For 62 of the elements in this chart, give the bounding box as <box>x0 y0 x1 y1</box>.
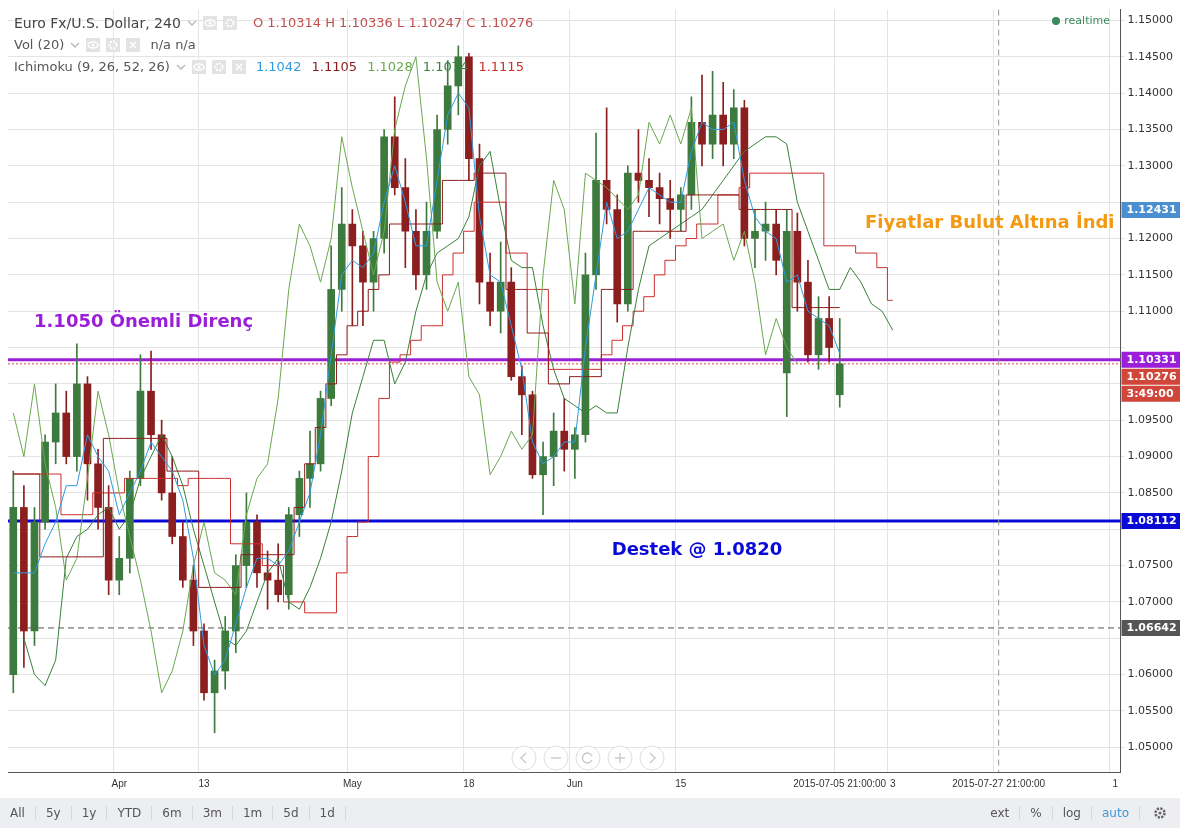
annotation: Fiyatlar Bulut Altına İndi <box>865 210 1115 232</box>
y-tick-label: 1.06000 <box>1127 667 1174 681</box>
text: 5d <box>273 806 310 820</box>
text: 3:49:00 <box>1126 386 1174 400</box>
text: All <box>0 806 36 820</box>
annotation: Ichimoku (9, 26, 52, 26) <box>14 58 170 76</box>
text: ext <box>980 806 1021 820</box>
y-tick-label: 1.07000 <box>1127 594 1174 608</box>
x-tick-label: Apr <box>111 777 128 789</box>
x-tick-label: Jun <box>566 777 583 789</box>
y-tick-label: 1.14500 <box>1127 49 1174 63</box>
x-tick-label: 15 <box>675 777 687 789</box>
x-tick-label: May <box>342 777 362 789</box>
chart-title: Euro Fx/U.S. Dollar, 240 <box>14 14 181 33</box>
ref-line-label: 1.08112 <box>1126 513 1177 527</box>
text: YTD <box>107 806 153 820</box>
y-tick-label: 1.09500 <box>1127 413 1174 427</box>
y-tick-label: 1.05500 <box>1127 703 1174 717</box>
x-tick-label: 2015-07-05 21:00:00 <box>793 777 887 789</box>
text: 1.12431 <box>1126 202 1177 216</box>
y-tick-label: 1.07500 <box>1127 558 1174 572</box>
x-tick-label: 18 <box>463 777 475 789</box>
y-tick-label: 1.05000 <box>1127 740 1174 754</box>
candlestick <box>698 74 706 167</box>
y-tick-label: 1.08500 <box>1127 485 1174 499</box>
annotation: 1.1105 <box>310 58 358 76</box>
text: log <box>1052 806 1092 820</box>
candlestick <box>666 180 675 239</box>
y-tick-label: 1.12000 <box>1127 231 1174 245</box>
annotation: O 1.10314 H 1.10336 L 1.10247 C 1.10276 <box>252 14 534 32</box>
text: 3m <box>192 806 233 820</box>
y-tick-label: 1.11000 <box>1127 304 1174 318</box>
text: % <box>1020 806 1053 820</box>
annotation: 1.1042 <box>254 58 302 76</box>
y-tick-label: 1.09000 <box>1127 449 1174 463</box>
y-tick-label: 1.13500 <box>1127 122 1174 136</box>
y-tick-label: 1.11500 <box>1127 267 1174 281</box>
x-tick-label: 13 <box>198 777 211 789</box>
text: 1d <box>309 806 346 820</box>
y-tick-label: 1.15000 <box>1127 13 1174 27</box>
text: 1y <box>71 806 108 820</box>
ref-line-label: 1.10276 <box>1126 369 1177 383</box>
annotation: 1.1050 Önemli Direnç <box>34 309 254 331</box>
y-tick-label: 1.14000 <box>1127 86 1174 100</box>
text: 5y <box>35 806 72 820</box>
annotation: 1.1115 <box>477 58 524 76</box>
annotation: Vol (20) <box>14 36 65 54</box>
annotation: realtime <box>1064 14 1110 27</box>
annotation: 1.1028 <box>366 58 413 76</box>
ref-line-label: 1.06642 <box>1126 620 1177 634</box>
text: 6m <box>152 806 193 820</box>
text: 1m <box>232 806 274 820</box>
candlestick <box>751 209 759 268</box>
annotation: Destek @ 1.0820 <box>611 537 783 559</box>
ref-line-label: 1.10331 <box>1126 352 1177 366</box>
y-tick-label: 1.13000 <box>1127 158 1174 172</box>
annotation: n/a n/a <box>149 36 196 54</box>
x-tick-label: 3 <box>889 777 896 789</box>
x-tick-label: 1 <box>1112 777 1119 789</box>
text: auto <box>1091 806 1140 820</box>
x-tick-label: 2015-07-27 21:00:00 <box>952 777 1046 789</box>
candlestick <box>645 158 653 218</box>
